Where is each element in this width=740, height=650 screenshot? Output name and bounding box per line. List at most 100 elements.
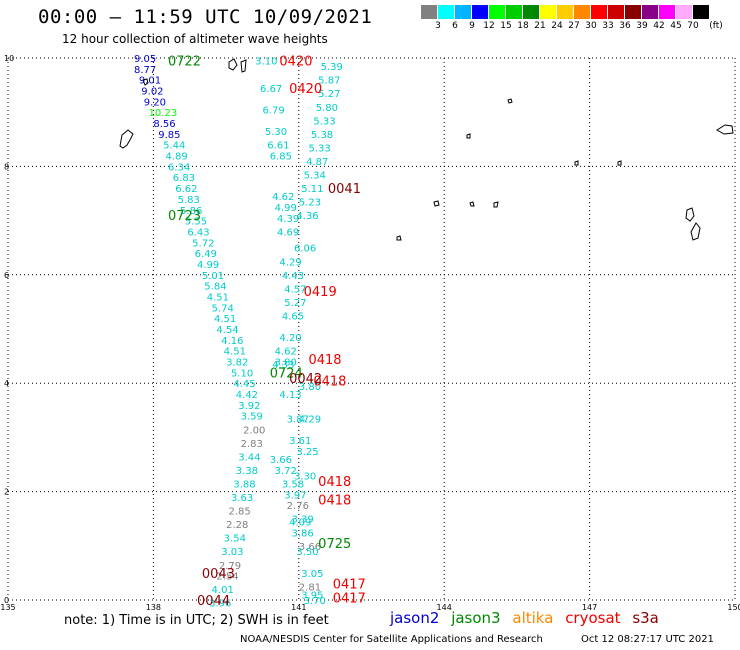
swh-value: 6.49: [195, 249, 217, 260]
swh-value: 9.20: [144, 97, 166, 108]
color-swatch: [574, 5, 591, 19]
swh-value: 4.51: [224, 347, 246, 358]
color-scale-label: 33: [602, 21, 614, 31]
swh-value: 5.23: [299, 198, 321, 209]
swh-value: 3.03: [221, 547, 243, 558]
color-scale-bar: [421, 5, 710, 19]
swh-value: 6.85: [270, 152, 292, 163]
track-time-label: 0044: [197, 594, 230, 609]
swh-value: 5.33: [313, 116, 335, 127]
swh-value: 5.87: [318, 76, 340, 87]
color-scale-label: 30: [585, 21, 597, 31]
swh-value: 4.89: [166, 152, 188, 163]
swh-value: 4.09: [289, 517, 311, 528]
swh-value: 3.25: [296, 447, 318, 458]
swh-value: 5.83: [178, 195, 200, 206]
color-swatch: [693, 5, 710, 19]
lon-tick-label: 138: [146, 603, 161, 612]
swh-value: 5.44: [163, 141, 185, 152]
swh-value: 5.38: [311, 130, 333, 141]
swh-value: 5.55: [185, 217, 207, 228]
swh-value: 3.66: [270, 455, 292, 466]
color-swatch: [472, 5, 489, 19]
credit-line: NOAA/NESDIS Center for Satellite Applica…: [240, 634, 543, 645]
lat-tick-label: 2: [4, 488, 9, 497]
swh-value: 9.02: [141, 87, 163, 98]
swh-value: 4.33: [272, 360, 294, 371]
color-scale-label: 15: [500, 21, 512, 31]
swh-value: 4.51: [214, 314, 236, 325]
swh-value: 4.16: [221, 336, 243, 347]
lat-tick-label: 0: [4, 596, 9, 605]
color-scale-label: 70: [687, 21, 699, 31]
swh-value: 3.38: [236, 466, 258, 477]
swh-value: 4.54: [216, 325, 238, 336]
color-swatch: [523, 5, 540, 19]
lon-tick-label: 141: [291, 603, 306, 612]
landmass-woleai: [507, 98, 513, 104]
color-swatch: [591, 5, 608, 19]
color-scale-label: 12: [483, 21, 495, 31]
swh-value: 4.57: [284, 284, 306, 295]
swh-value: 9.05: [134, 54, 156, 65]
color-scale-label: 3: [435, 21, 441, 31]
track-time-label: 0725: [318, 537, 351, 552]
track-time-label: 0417: [333, 591, 366, 606]
track-time-label: 0418: [318, 494, 351, 509]
legend-jason2: jason2: [390, 609, 440, 627]
lat-lon-grid: [7, 57, 736, 601]
swh-value: 3.05: [301, 569, 323, 580]
swh-value: 4.65: [282, 311, 304, 322]
landmass-ifalik: [466, 133, 471, 139]
swh-value: 5.72: [192, 238, 214, 249]
track-time-label: 0723: [168, 209, 201, 224]
color-swatch: [540, 5, 557, 19]
swh-value: 5.33: [308, 143, 330, 154]
lon-tick-label: 150: [727, 603, 740, 612]
swh-value: 8.77: [134, 65, 156, 76]
landmass-pohnpei-east: [685, 207, 701, 241]
swh-observations: 9.058.779.019.029.2010.238.569.855.444.8…: [134, 54, 343, 610]
swh-value: 2.00: [243, 425, 265, 436]
track-time-label: 0420: [279, 55, 312, 70]
color-scale-label: 9: [469, 21, 475, 31]
color-scale-label: 36: [619, 21, 631, 31]
swh-value: 3.50: [296, 547, 318, 558]
generated-timestamp: Oct 12 08:27:17 UTC 2021: [581, 634, 714, 645]
color-swatch: [455, 5, 472, 19]
lat-tick-label: 10: [4, 54, 14, 63]
swh-value: 10.23: [149, 108, 178, 119]
legend-altika: altika: [512, 609, 554, 627]
axis-tick-labels: 135 138 141 144 147 150 0 2 4 6 8 10: [0, 54, 740, 612]
color-swatch: [608, 5, 625, 19]
swh-value: 3.30: [294, 471, 316, 482]
track-time-label: 0418: [308, 353, 341, 368]
swh-value: 3.54: [224, 534, 246, 545]
swh-value: 4.01: [212, 585, 234, 596]
swh-value: 4.42: [236, 390, 258, 401]
swh-value: 4.69: [277, 227, 299, 238]
color-swatch: [421, 5, 438, 19]
swh-value: 3.44: [238, 452, 260, 463]
legend-jason3: jason3: [451, 609, 501, 627]
swh-value: 4.20: [279, 333, 301, 344]
page-title: 00:00 – 11:59 UTC 10/09/2021: [38, 6, 373, 28]
swh-value: 2.79: [219, 561, 241, 572]
swh-value: 3.92: [238, 401, 260, 412]
color-scale-unit: (ft): [709, 21, 723, 31]
swh-value: 4.29: [299, 414, 321, 425]
swh-value: 3.88: [233, 479, 255, 490]
track-time-label: 0417: [333, 578, 366, 593]
swh-value: 3.39: [292, 515, 314, 526]
swh-value: 5.27: [284, 298, 306, 309]
swh-value: 4.62: [272, 192, 294, 203]
swh-value: 8.56: [153, 119, 175, 130]
color-scale-label: 18: [517, 21, 529, 31]
swh-value: 2.85: [229, 507, 251, 518]
swh-value: 4.87: [306, 157, 328, 168]
legend-cryosat: cryosat: [565, 609, 621, 627]
satellite-legend: jason2 jason3 altika cryosat s3a: [390, 609, 666, 627]
color-scale-label: 45: [670, 21, 682, 31]
color-swatch: [625, 5, 642, 19]
